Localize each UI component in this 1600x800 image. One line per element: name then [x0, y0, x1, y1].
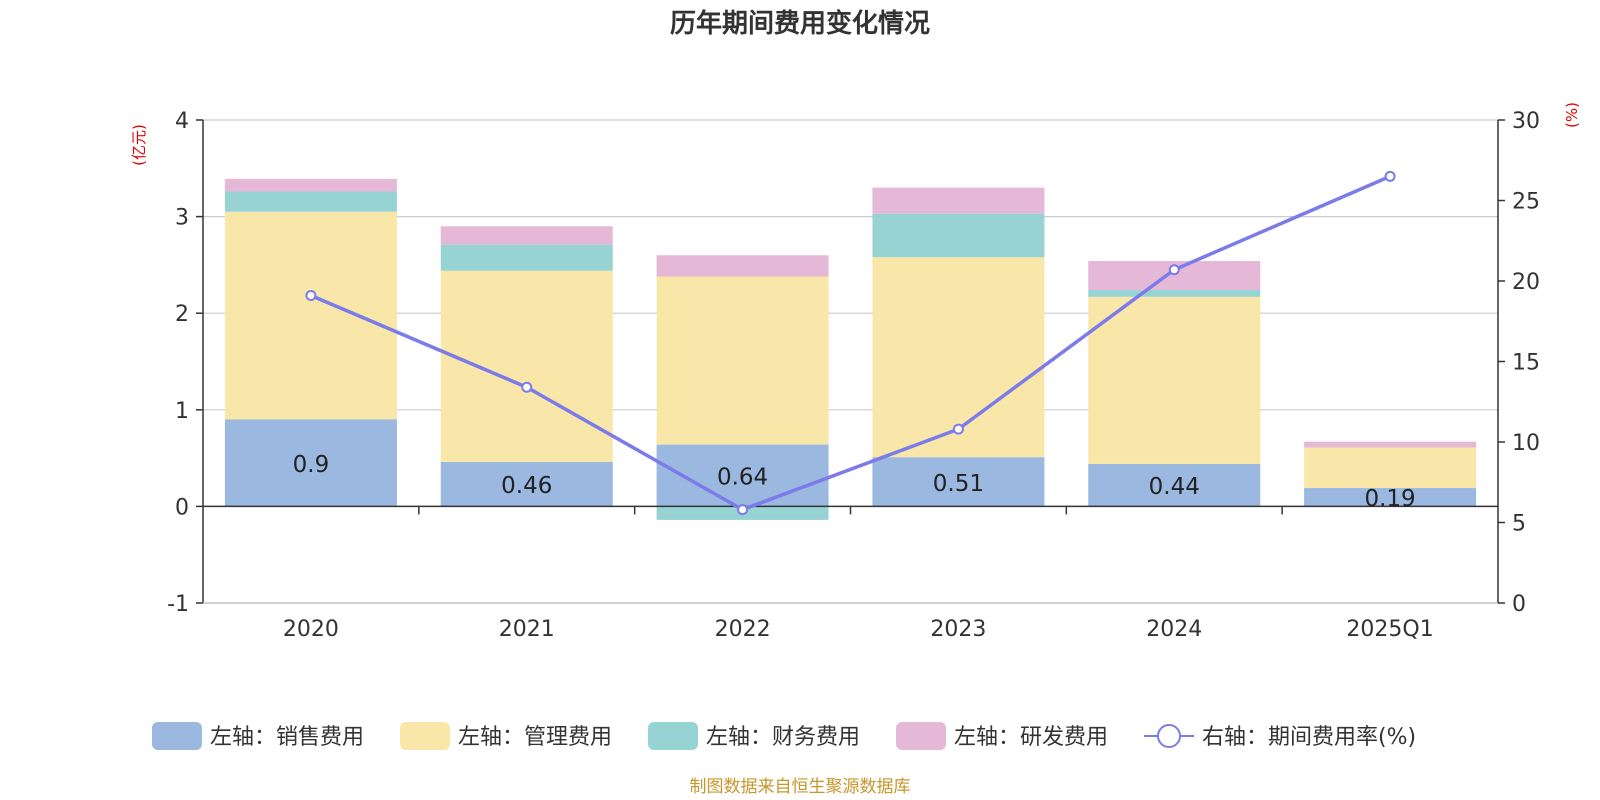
bar-series — [224, 178, 1477, 520]
rate-point — [737, 504, 749, 516]
right-tick-label: 5 — [1512, 512, 1526, 537]
data-label: 0.46 — [501, 473, 552, 499]
category-label: 2023 — [930, 617, 986, 642]
bar-segment — [872, 457, 1045, 507]
legend-label: 左轴：销售费用 — [210, 725, 364, 750]
bar-segment — [872, 213, 1045, 258]
legend-swatch — [400, 722, 450, 750]
category-label: 2021 — [499, 617, 555, 642]
legend-swatch — [152, 722, 202, 750]
rate-point — [521, 381, 533, 393]
right-tick-label: 15 — [1512, 351, 1540, 376]
left-tick-label: 2 — [175, 302, 189, 327]
bar-segment — [1304, 441, 1477, 448]
bar-segment — [440, 244, 613, 271]
legend-label: 左轴：管理费用 — [458, 725, 612, 750]
bar-segment — [224, 211, 397, 420]
left-tick-label: 4 — [175, 109, 189, 134]
left-tick-label: 3 — [175, 206, 189, 231]
chart-title: 历年期间费用变化情况 — [670, 8, 930, 39]
bar-segment — [440, 461, 613, 507]
right-tick-label: 0 — [1512, 592, 1526, 617]
rate-point — [952, 423, 964, 435]
rate-line — [310, 174, 1391, 512]
bar-segment — [1088, 290, 1261, 297]
grid-lines — [203, 119, 1498, 604]
left-tick-label: -1 — [167, 592, 189, 617]
bar-segment — [440, 226, 613, 245]
bar-segment — [656, 276, 829, 445]
rate-point — [1168, 264, 1180, 276]
right-tick-label: 25 — [1512, 190, 1540, 215]
data-source: 制图数据来自恒生聚源数据库 — [690, 777, 911, 797]
bar-segment — [224, 178, 397, 192]
category-label: 2025Q1 — [1346, 617, 1433, 642]
legend[interactable]: 左轴：销售费用 左轴：管理费用 左轴：财务费用 左轴：研发费用 右轴：期间费用率(%) — [152, 722, 1416, 750]
category-label: 2020 — [283, 617, 339, 642]
bar-segment — [224, 419, 397, 507]
legend-label: 右轴：期间费用率(%) — [1202, 725, 1416, 750]
axes: -1 0 1 2 3 4 0 5 10 15 20 25 30 2020 2021 2022 2023 2024 2… — [167, 109, 1540, 642]
rate-line-series — [305, 170, 1396, 516]
left-axis-unit: (亿元) — [130, 124, 148, 166]
data-label: 0.64 — [717, 464, 768, 490]
right-axis-unit: (%) — [1563, 102, 1581, 128]
data-label: 0.19 — [1364, 486, 1415, 512]
left-tick-label: 0 — [175, 495, 189, 520]
bar-segment — [872, 187, 1045, 214]
bar-segment — [1088, 463, 1261, 507]
rate-point — [305, 289, 317, 301]
data-label: 0.44 — [1149, 474, 1200, 500]
legend-label: 左轴：财务费用 — [706, 725, 860, 750]
left-tick-label: 1 — [175, 399, 189, 424]
right-tick-label: 10 — [1512, 431, 1540, 456]
category-label: 2024 — [1146, 617, 1202, 642]
bar-segment — [224, 191, 397, 212]
bar-segment — [1304, 447, 1477, 489]
data-label: 0.51 — [933, 471, 984, 497]
data-label: 0.9 — [293, 452, 330, 478]
bar-segment — [1304, 488, 1477, 507]
bar-segment — [440, 270, 613, 462]
bar-segment — [1088, 296, 1261, 464]
legend-item[interactable]: 左轴：研发费用 — [896, 722, 1108, 750]
legend-item[interactable]: 左轴：管理费用 — [400, 722, 612, 750]
legend-item[interactable]: 左轴：财务费用 — [648, 722, 860, 750]
category-label: 2022 — [715, 617, 771, 642]
bar-segment — [656, 255, 829, 277]
legend-marker-icon — [1157, 724, 1181, 748]
right-tick-label: 30 — [1512, 109, 1540, 134]
legend-item[interactable]: 左轴：销售费用 — [152, 722, 364, 750]
legend-swatch — [648, 722, 698, 750]
data-labels: 0.9 0.46 0.64 0.51 0.44 0.19 — [293, 452, 1416, 512]
legend-swatch — [896, 722, 946, 750]
right-tick-label: 20 — [1512, 270, 1540, 295]
legend-label: 左轴：研发费用 — [954, 725, 1108, 750]
legend-item[interactable]: 右轴：期间费用率(%) — [1144, 724, 1416, 750]
rate-point — [1384, 170, 1396, 182]
